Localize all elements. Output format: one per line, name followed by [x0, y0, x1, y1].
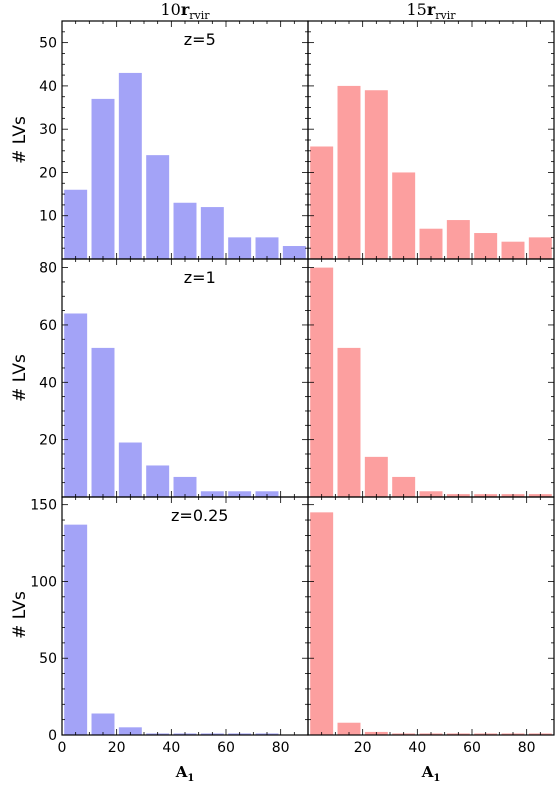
bar — [419, 228, 443, 259]
x-tick-label: 60 — [463, 740, 481, 756]
bar — [310, 146, 334, 259]
column-titles: 10rrvir 15rrvir — [160, 0, 456, 22]
bar — [64, 313, 88, 497]
y-tick-label: 80 — [39, 261, 57, 277]
panel-r3-c2: 20 40 60 80 — [307, 496, 555, 756]
y-tick-label: 100 — [30, 574, 57, 590]
bar — [200, 207, 224, 259]
bar — [91, 347, 115, 497]
x-axis-label-left: A1 — [175, 763, 195, 784]
y-tick-label: 10 — [39, 209, 57, 225]
y-tick-label: 0 — [48, 728, 57, 744]
bar — [446, 220, 470, 259]
bar — [310, 512, 334, 735]
x-tick-label: 20 — [354, 740, 372, 756]
bar — [64, 189, 88, 259]
bar — [364, 456, 388, 497]
bar — [173, 476, 197, 497]
bar — [255, 237, 279, 259]
y-tick-label: 60 — [39, 318, 57, 334]
y-tick-label: 20 — [39, 433, 57, 449]
redshift-annotation: z=5 — [184, 30, 216, 49]
bar — [91, 98, 115, 259]
bar — [91, 713, 115, 735]
bar — [282, 246, 306, 259]
bar — [364, 90, 388, 260]
y-axis-labels: # LVs # LVs # LVs — [10, 116, 30, 639]
y-tick-label: 40 — [39, 79, 57, 95]
y-tick-label: 30 — [39, 122, 57, 138]
bar — [337, 722, 361, 735]
x-tick-label: 80 — [272, 740, 290, 756]
y-tick-label: 20 — [39, 165, 57, 181]
y-axis-label-row-1: # LVs — [10, 116, 30, 164]
bar — [118, 727, 142, 735]
x-axis-label-right: A1 — [421, 763, 441, 784]
bar — [118, 72, 142, 260]
bar — [337, 85, 361, 259]
bar — [392, 172, 416, 259]
panel-r3-c1: 0 50 100 150 0 20 40 60 80 z=0.25 — [30, 496, 309, 756]
col-title-left: 10rrvir — [160, 0, 210, 22]
panel-r1-c2 — [307, 20, 555, 260]
y-tick-label: 50 — [39, 36, 57, 52]
x-tick-label: 20 — [108, 740, 126, 756]
y-axis-label-row-3: # LVs — [10, 591, 30, 639]
panel-frame — [61, 496, 309, 736]
redshift-annotation: z=0.25 — [171, 506, 228, 525]
y-axis-label-row-2: # LVs — [10, 354, 30, 402]
bar — [337, 347, 361, 497]
y-tick-label: 40 — [39, 375, 57, 391]
bar — [310, 267, 334, 497]
bar — [501, 241, 525, 259]
panel-r2-c1: 20 40 60 80 z=1 — [39, 258, 309, 498]
bar — [474, 233, 498, 259]
panel-r2-c2 — [307, 258, 555, 498]
bar — [146, 155, 170, 259]
panel-frame — [307, 496, 555, 736]
bar — [173, 202, 197, 259]
bar — [64, 524, 88, 735]
redshift-annotation: z=1 — [184, 268, 216, 287]
bar — [392, 476, 416, 497]
x-axis-labels: A1 A1 — [175, 763, 441, 784]
col-title-right: 15rrvir — [406, 0, 456, 22]
panel-r1-c1: 10 20 30 40 50 z=5 — [39, 20, 309, 260]
y-tick-label: 150 — [30, 498, 57, 514]
y-tick-label: 50 — [39, 651, 57, 667]
x-tick-label: 40 — [408, 740, 426, 756]
x-tick-label: 0 — [58, 740, 67, 756]
x-tick-label: 40 — [162, 740, 180, 756]
bar — [118, 442, 142, 497]
x-tick-label: 80 — [518, 740, 536, 756]
bar — [528, 237, 552, 259]
x-tick-label: 60 — [217, 740, 235, 756]
bar — [146, 465, 170, 497]
bar — [228, 237, 252, 259]
